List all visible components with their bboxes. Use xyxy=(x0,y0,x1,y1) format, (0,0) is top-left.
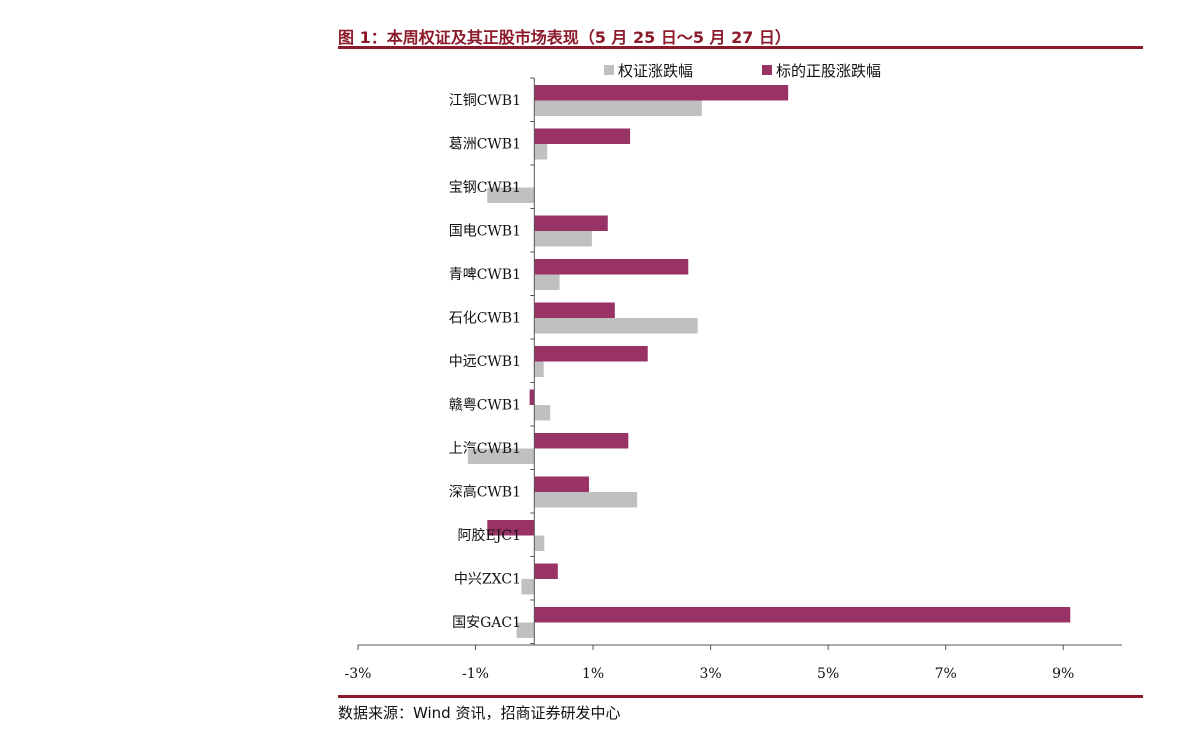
legend-label: 权证涨跌幅 xyxy=(618,62,693,80)
bar-stock-3 xyxy=(534,215,608,231)
x-tick-label: -3% xyxy=(345,666,372,682)
category-label: 中兴ZXC1 xyxy=(454,572,521,588)
x-tick-label: 9% xyxy=(1052,666,1074,682)
bar-warrant-4 xyxy=(534,274,560,290)
bar-warrant-5 xyxy=(534,318,698,334)
legend-label: 标的正股涨跌幅 xyxy=(776,62,881,80)
x-tick-label: 1% xyxy=(582,666,604,682)
bar-stock-9 xyxy=(534,476,589,492)
bar-stock-4 xyxy=(534,259,689,275)
category-label: 阿胶EJC1 xyxy=(458,527,521,544)
bar-stock-12 xyxy=(534,607,1071,623)
bar-warrant-8 xyxy=(467,448,535,464)
bar-stock-11 xyxy=(534,563,558,579)
bar-warrant-10 xyxy=(534,535,545,551)
category-label: 中远CWB1 xyxy=(449,354,521,370)
category-label: 宝钢CWB1 xyxy=(449,180,521,196)
x-tick-label: 5% xyxy=(817,666,839,682)
bar-stock-1 xyxy=(534,128,631,144)
bar-stock-7 xyxy=(529,389,535,405)
bar-stock-0 xyxy=(534,85,789,101)
category-label: 深高CWB1 xyxy=(449,484,521,501)
legend-swatch xyxy=(604,65,614,75)
bar-warrant-11 xyxy=(521,579,535,595)
category-label: 上汽CWB1 xyxy=(449,441,521,457)
source-rule xyxy=(338,695,1143,698)
category-label: 国电CWB1 xyxy=(449,224,521,240)
bar-warrant-1 xyxy=(534,144,548,160)
bar-stock-10 xyxy=(487,520,535,536)
legend-swatch xyxy=(762,65,772,75)
bar-warrant-12 xyxy=(516,622,535,638)
category-label: 青啤CWB1 xyxy=(449,267,521,283)
x-tick-label: 7% xyxy=(935,666,957,682)
category-label: 国安GAC1 xyxy=(452,615,521,631)
bar-warrant-7 xyxy=(534,405,551,421)
category-label: 赣粤CWB1 xyxy=(449,398,521,414)
bar-stock-6 xyxy=(534,346,648,362)
x-tick-label: 3% xyxy=(700,666,722,682)
bar-stock-8 xyxy=(534,433,629,449)
bar-warrant-6 xyxy=(534,361,544,377)
category-label: 石化CWB1 xyxy=(449,311,521,327)
category-label: 葛洲CWB1 xyxy=(449,137,521,153)
bar-warrant-9 xyxy=(534,492,638,508)
category-label: 江铜CWB1 xyxy=(449,93,521,109)
x-tick-label: -1% xyxy=(462,666,489,682)
bar-warrant-0 xyxy=(534,100,702,116)
bar-stock-5 xyxy=(534,302,615,318)
title-rule xyxy=(338,46,1143,49)
source-note: 数据来源：Wind 资讯，招商证券研发中心 xyxy=(338,704,621,722)
bar-warrant-3 xyxy=(534,231,592,247)
bar-warrant-2 xyxy=(487,187,535,203)
figure-title: 图 1：本周权证及其正股市场表现（5 月 25 日～5 月 27 日） xyxy=(338,28,791,47)
